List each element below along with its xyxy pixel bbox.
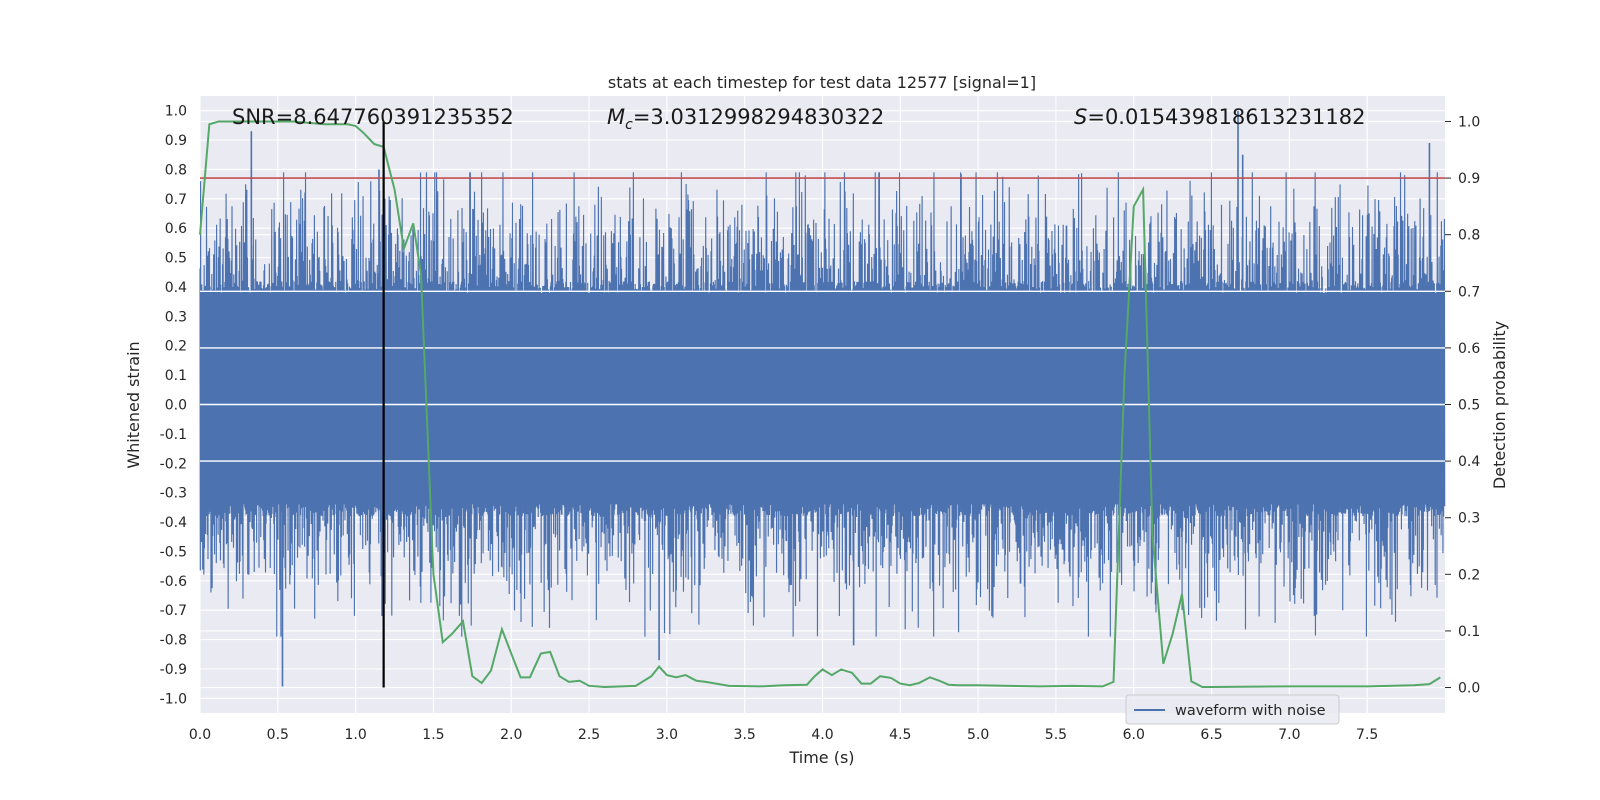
y-tick-label: 0.9 bbox=[165, 133, 187, 149]
y2-tick-label: 0.9 bbox=[1458, 171, 1480, 187]
snr-annotation: SNR=8.647760391235352 bbox=[232, 105, 514, 129]
y2-tick-label: 0.1 bbox=[1458, 624, 1480, 640]
y-tick-label: 0.8 bbox=[165, 162, 187, 178]
y2-tick-label: 0.8 bbox=[1458, 228, 1480, 244]
x-tick-label: 3.5 bbox=[734, 727, 756, 743]
y-tick-label: 0.3 bbox=[165, 309, 187, 325]
x-tick-label: 2.5 bbox=[578, 727, 600, 743]
s-value: =0.015439818613231182 bbox=[1087, 105, 1365, 129]
x-tick-label: 1.0 bbox=[344, 727, 366, 743]
y-tick-label: 0.0 bbox=[165, 398, 187, 414]
x-tick-label: 7.5 bbox=[1356, 727, 1378, 743]
x-tick-label: 6.0 bbox=[1123, 727, 1145, 743]
y-tick-label: 0.2 bbox=[165, 339, 187, 355]
y-tick-label: -0.8 bbox=[160, 633, 187, 649]
waveform-core bbox=[200, 292, 1445, 505]
y2-tick-label: 0.6 bbox=[1458, 341, 1480, 357]
y-tick-label: -1.0 bbox=[160, 691, 187, 707]
x-tick-labels: 0.0 0.5 1.0 1.5 2.0 2.5 3.0 3.5 4.0 4.5 5.0 5.5 6.0 6… bbox=[189, 727, 1378, 743]
x-tick-label: 7.0 bbox=[1278, 727, 1300, 743]
chirp-mass-annotation: Mc=3.0312998294830322 bbox=[607, 105, 884, 133]
waveform-series bbox=[199, 110, 1446, 687]
y2-tick-label: 0.0 bbox=[1458, 681, 1480, 697]
legend-box bbox=[1125, 694, 1340, 725]
x-axis-label: Time (s) bbox=[788, 748, 854, 767]
y-tick-label: 1.0 bbox=[165, 104, 187, 120]
x-tick-label: 1.5 bbox=[422, 727, 444, 743]
chirp-mass-symbol: M bbox=[607, 105, 625, 129]
y2-tick-label: 0.2 bbox=[1458, 567, 1480, 583]
legend-label: waveform with noise bbox=[1175, 703, 1326, 719]
y2-tick-label: 1.0 bbox=[1458, 114, 1480, 130]
x-tick-label: 5.5 bbox=[1045, 727, 1067, 743]
y-tick-label: -0.9 bbox=[160, 662, 187, 678]
x-tick-label: 0.0 bbox=[189, 727, 211, 743]
x-tick-label: 4.0 bbox=[811, 727, 833, 743]
x-tick-label: 4.5 bbox=[889, 727, 911, 743]
y-tick-label: 0.1 bbox=[165, 368, 187, 384]
y-tick-label: 0.7 bbox=[165, 192, 187, 208]
s-symbol: S bbox=[1074, 105, 1087, 129]
x-tick-label: 5.0 bbox=[967, 727, 989, 743]
y2-tick-label: 0.7 bbox=[1458, 284, 1480, 300]
y-tick-label: 0.6 bbox=[165, 221, 187, 237]
x-tick-label: 3.0 bbox=[656, 727, 678, 743]
y-tick-labels: 1.0 0.9 0.8 0.7 0.6 0.5 0.4 0.3 0.2 0.1 0.0 -0.1 -0.… bbox=[160, 104, 187, 708]
chart-title: stats at each timestep for test data 125… bbox=[608, 73, 1036, 92]
y-tick-label: -0.2 bbox=[160, 456, 187, 472]
probability-series bbox=[199, 120, 1441, 688]
y2-tick-label: 0.5 bbox=[1458, 398, 1480, 414]
y2-axis-label: Detection probability bbox=[1490, 321, 1509, 489]
legend: waveform with noise bbox=[1125, 694, 1340, 725]
x-tick-label: 0.5 bbox=[267, 727, 289, 743]
x-tick-label: 2.0 bbox=[500, 727, 522, 743]
y2-tick-labels: 1.0 0.9 0.8 0.7 0.6 0.5 0.4 0.3 0.2 0.1 0.0 bbox=[1445, 114, 1480, 697]
y-tick-label: -0.7 bbox=[160, 603, 187, 619]
y-tick-label: -0.6 bbox=[160, 574, 187, 590]
x-tick-label: 6.5 bbox=[1200, 727, 1222, 743]
y-tick-label: -0.1 bbox=[160, 427, 187, 443]
y-tick-label: -0.5 bbox=[160, 544, 187, 560]
y2-tick-label: 0.4 bbox=[1458, 454, 1480, 470]
y-axis-label: Whitened strain bbox=[124, 341, 143, 468]
y-tick-label: 0.4 bbox=[165, 280, 187, 296]
y-tick-label: 0.5 bbox=[165, 251, 187, 267]
s-annotation: S=0.015439818613231182 bbox=[1074, 105, 1365, 129]
y2-tick-label: 0.3 bbox=[1458, 511, 1480, 527]
y-tick-label: -0.3 bbox=[160, 486, 187, 502]
y-tick-label: -0.4 bbox=[160, 515, 187, 531]
chirp-mass-subscript: c bbox=[625, 117, 633, 133]
chirp-mass-value: =3.0312998294830322 bbox=[633, 105, 884, 129]
